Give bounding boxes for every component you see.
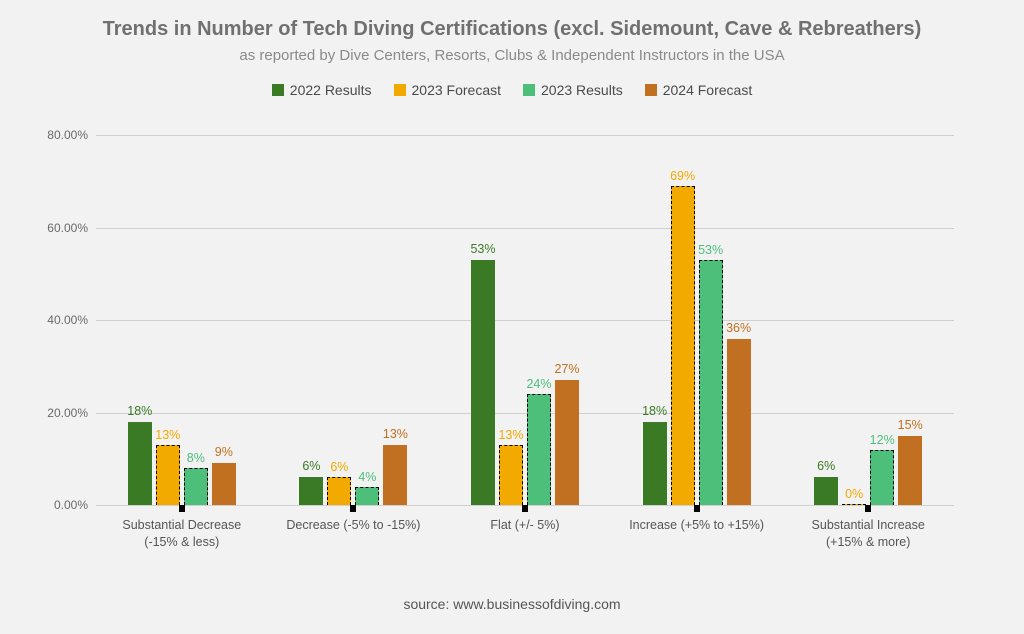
x-axis-category-label: Substantial Decrease (-15% & less) (102, 517, 262, 551)
bar: 27% (555, 380, 579, 505)
legend-item: 2022 Results (272, 82, 372, 98)
y-axis-tick-label: 0.00% (54, 498, 96, 512)
category-group: Substantial Increase (+15% & more)6%0%12… (782, 135, 954, 505)
y-axis-tick-label: 80.00% (47, 128, 96, 142)
bar-value-label: 13% (498, 428, 523, 442)
category-group: Substantial Decrease (-15% & less)18%13%… (96, 135, 268, 505)
bar: 8% (184, 468, 208, 505)
x-axis-category-label: Substantial Increase (+15% & more) (788, 517, 948, 551)
bar-value-label: 4% (358, 470, 376, 484)
legend-item: 2023 Results (523, 82, 623, 98)
category-group: Flat (+/- 5%)53%13%24%27% (439, 135, 611, 505)
bar: 6% (327, 477, 351, 505)
bar-value-label: 9% (215, 445, 233, 459)
legend-label: 2022 Results (290, 82, 372, 98)
category-group: Decrease (-5% to -15%)6%6%4%13% (268, 135, 440, 505)
legend-label: 2023 Results (541, 82, 623, 98)
legend-item: 2023 Forecast (394, 82, 502, 98)
bar-value-label: 18% (127, 404, 152, 418)
bar-value-label: 36% (726, 321, 751, 335)
bar: 53% (471, 260, 495, 505)
bar-value-label: 6% (302, 459, 320, 473)
bar: 36% (727, 339, 751, 506)
legend-item: 2024 Forecast (645, 82, 753, 98)
bar-value-label: 13% (383, 427, 408, 441)
bar-value-label: 69% (670, 169, 695, 183)
chart-source: source: www.businessofdiving.com (0, 596, 1024, 612)
legend-swatch (272, 84, 284, 96)
bar: 4% (355, 487, 379, 506)
bar-value-label: 12% (870, 433, 895, 447)
bar: 69% (671, 186, 695, 505)
chart-legend: 2022 Results 2023 Forecast 2023 Results 202… (0, 82, 1024, 98)
bar-value-label: 0% (845, 487, 863, 501)
bar-value-label: 53% (698, 243, 723, 257)
bar-value-label: 6% (330, 460, 348, 474)
chart-plot-area: 0.00%20.00%40.00%60.00%80.00%Substantial… (96, 135, 954, 505)
bar-value-label: 8% (187, 451, 205, 465)
bar: 6% (814, 477, 838, 505)
bar-value-label: 6% (817, 459, 835, 473)
legend-swatch (645, 84, 657, 96)
bar: 13% (383, 445, 407, 505)
bar: 15% (898, 436, 922, 505)
y-axis-tick-label: 20.00% (47, 406, 96, 420)
legend-label: 2024 Forecast (663, 82, 753, 98)
bar: 53% (699, 260, 723, 505)
bar-value-label: 18% (642, 404, 667, 418)
bar-value-label: 27% (554, 362, 579, 376)
x-axis-category-label: Decrease (-5% to -15%) (273, 517, 433, 534)
legend-swatch (394, 84, 406, 96)
x-axis-tick (522, 505, 528, 512)
x-axis-tick (865, 505, 871, 512)
bar: 13% (156, 445, 180, 505)
x-axis-tick (694, 505, 700, 512)
bar: 24% (527, 394, 551, 505)
bar: 18% (128, 422, 152, 505)
bar: 9% (212, 463, 236, 505)
bar: 12% (870, 450, 894, 506)
bar-value-label: 13% (155, 428, 180, 442)
x-axis-tick (179, 505, 185, 512)
y-axis-tick-label: 40.00% (47, 313, 96, 327)
chart-subtitle: as reported by Dive Centers, Resorts, Cl… (0, 47, 1024, 64)
bar: 0% (842, 504, 866, 505)
bar: 13% (499, 445, 523, 505)
x-axis-category-label: Increase (+5% to +15%) (617, 517, 777, 534)
bar: 18% (643, 422, 667, 505)
bar-value-label: 15% (898, 418, 923, 432)
legend-swatch (523, 84, 535, 96)
bar-value-label: 53% (470, 242, 495, 256)
legend-label: 2023 Forecast (412, 82, 502, 98)
bar-value-label: 24% (526, 377, 551, 391)
x-axis-tick (350, 505, 356, 512)
bar: 6% (299, 477, 323, 505)
chart-title: Trends in Number of Tech Diving Certific… (0, 18, 1024, 41)
y-axis-tick-label: 60.00% (47, 221, 96, 235)
category-group: Increase (+5% to +15%)18%69%53%36% (611, 135, 783, 505)
x-axis-category-label: Flat (+/- 5%) (445, 517, 605, 534)
